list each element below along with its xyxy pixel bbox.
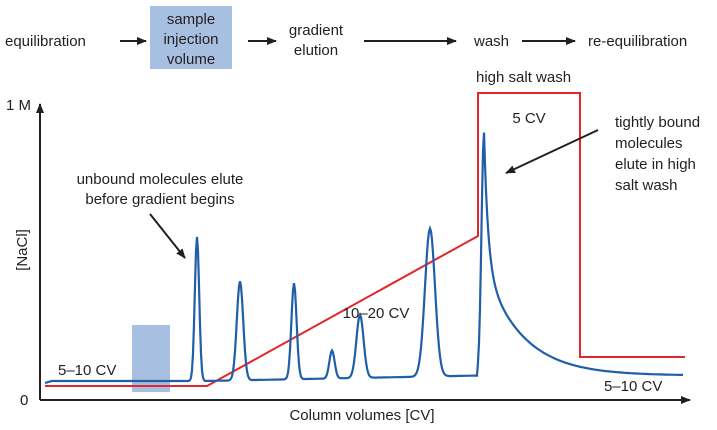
salt-concentration-line — [45, 92, 685, 387]
tightly-bound-arrow — [505, 129, 599, 174]
tightly-bound-line3: elute in high — [615, 156, 696, 173]
tightly-bound-line1: tightly bound — [615, 114, 700, 131]
high-salt-wash-label: high salt wash — [476, 69, 571, 86]
y-axis-label: [NaCl] — [14, 229, 31, 271]
unbound-line2: before gradient begins — [85, 191, 234, 208]
unbound-arrow — [149, 213, 186, 259]
y-zero-label: 0 — [20, 392, 28, 409]
unbound-line1: unbound molecules elute — [77, 171, 244, 188]
step-sample: sample — [167, 11, 215, 28]
step-equilibration: equilibration — [5, 33, 86, 50]
step-re-equilibration: re-equilibration — [588, 33, 687, 50]
injection-box — [150, 6, 232, 69]
absorbance-trace — [44, 132, 683, 385]
step-elution: elution — [294, 42, 338, 59]
step-injection: injection — [163, 31, 218, 48]
step-wash: wash — [473, 33, 509, 50]
reequil-cv-label: 5–10 CV — [604, 378, 662, 395]
step-gradient: gradient — [289, 22, 344, 39]
x-axis-label: Column volumes [CV] — [289, 407, 434, 424]
step-volume: volume — [167, 51, 215, 68]
tightly-bound-line2: molecules — [615, 135, 683, 152]
y-top-label: 1 M — [6, 97, 31, 114]
tightly-bound-line4: salt wash — [615, 177, 678, 194]
five-cv-label: 5 CV — [512, 110, 545, 127]
equil-cv-label: 5–10 CV — [58, 362, 116, 379]
gradient-cv-label: 10–20 CV — [343, 305, 410, 322]
